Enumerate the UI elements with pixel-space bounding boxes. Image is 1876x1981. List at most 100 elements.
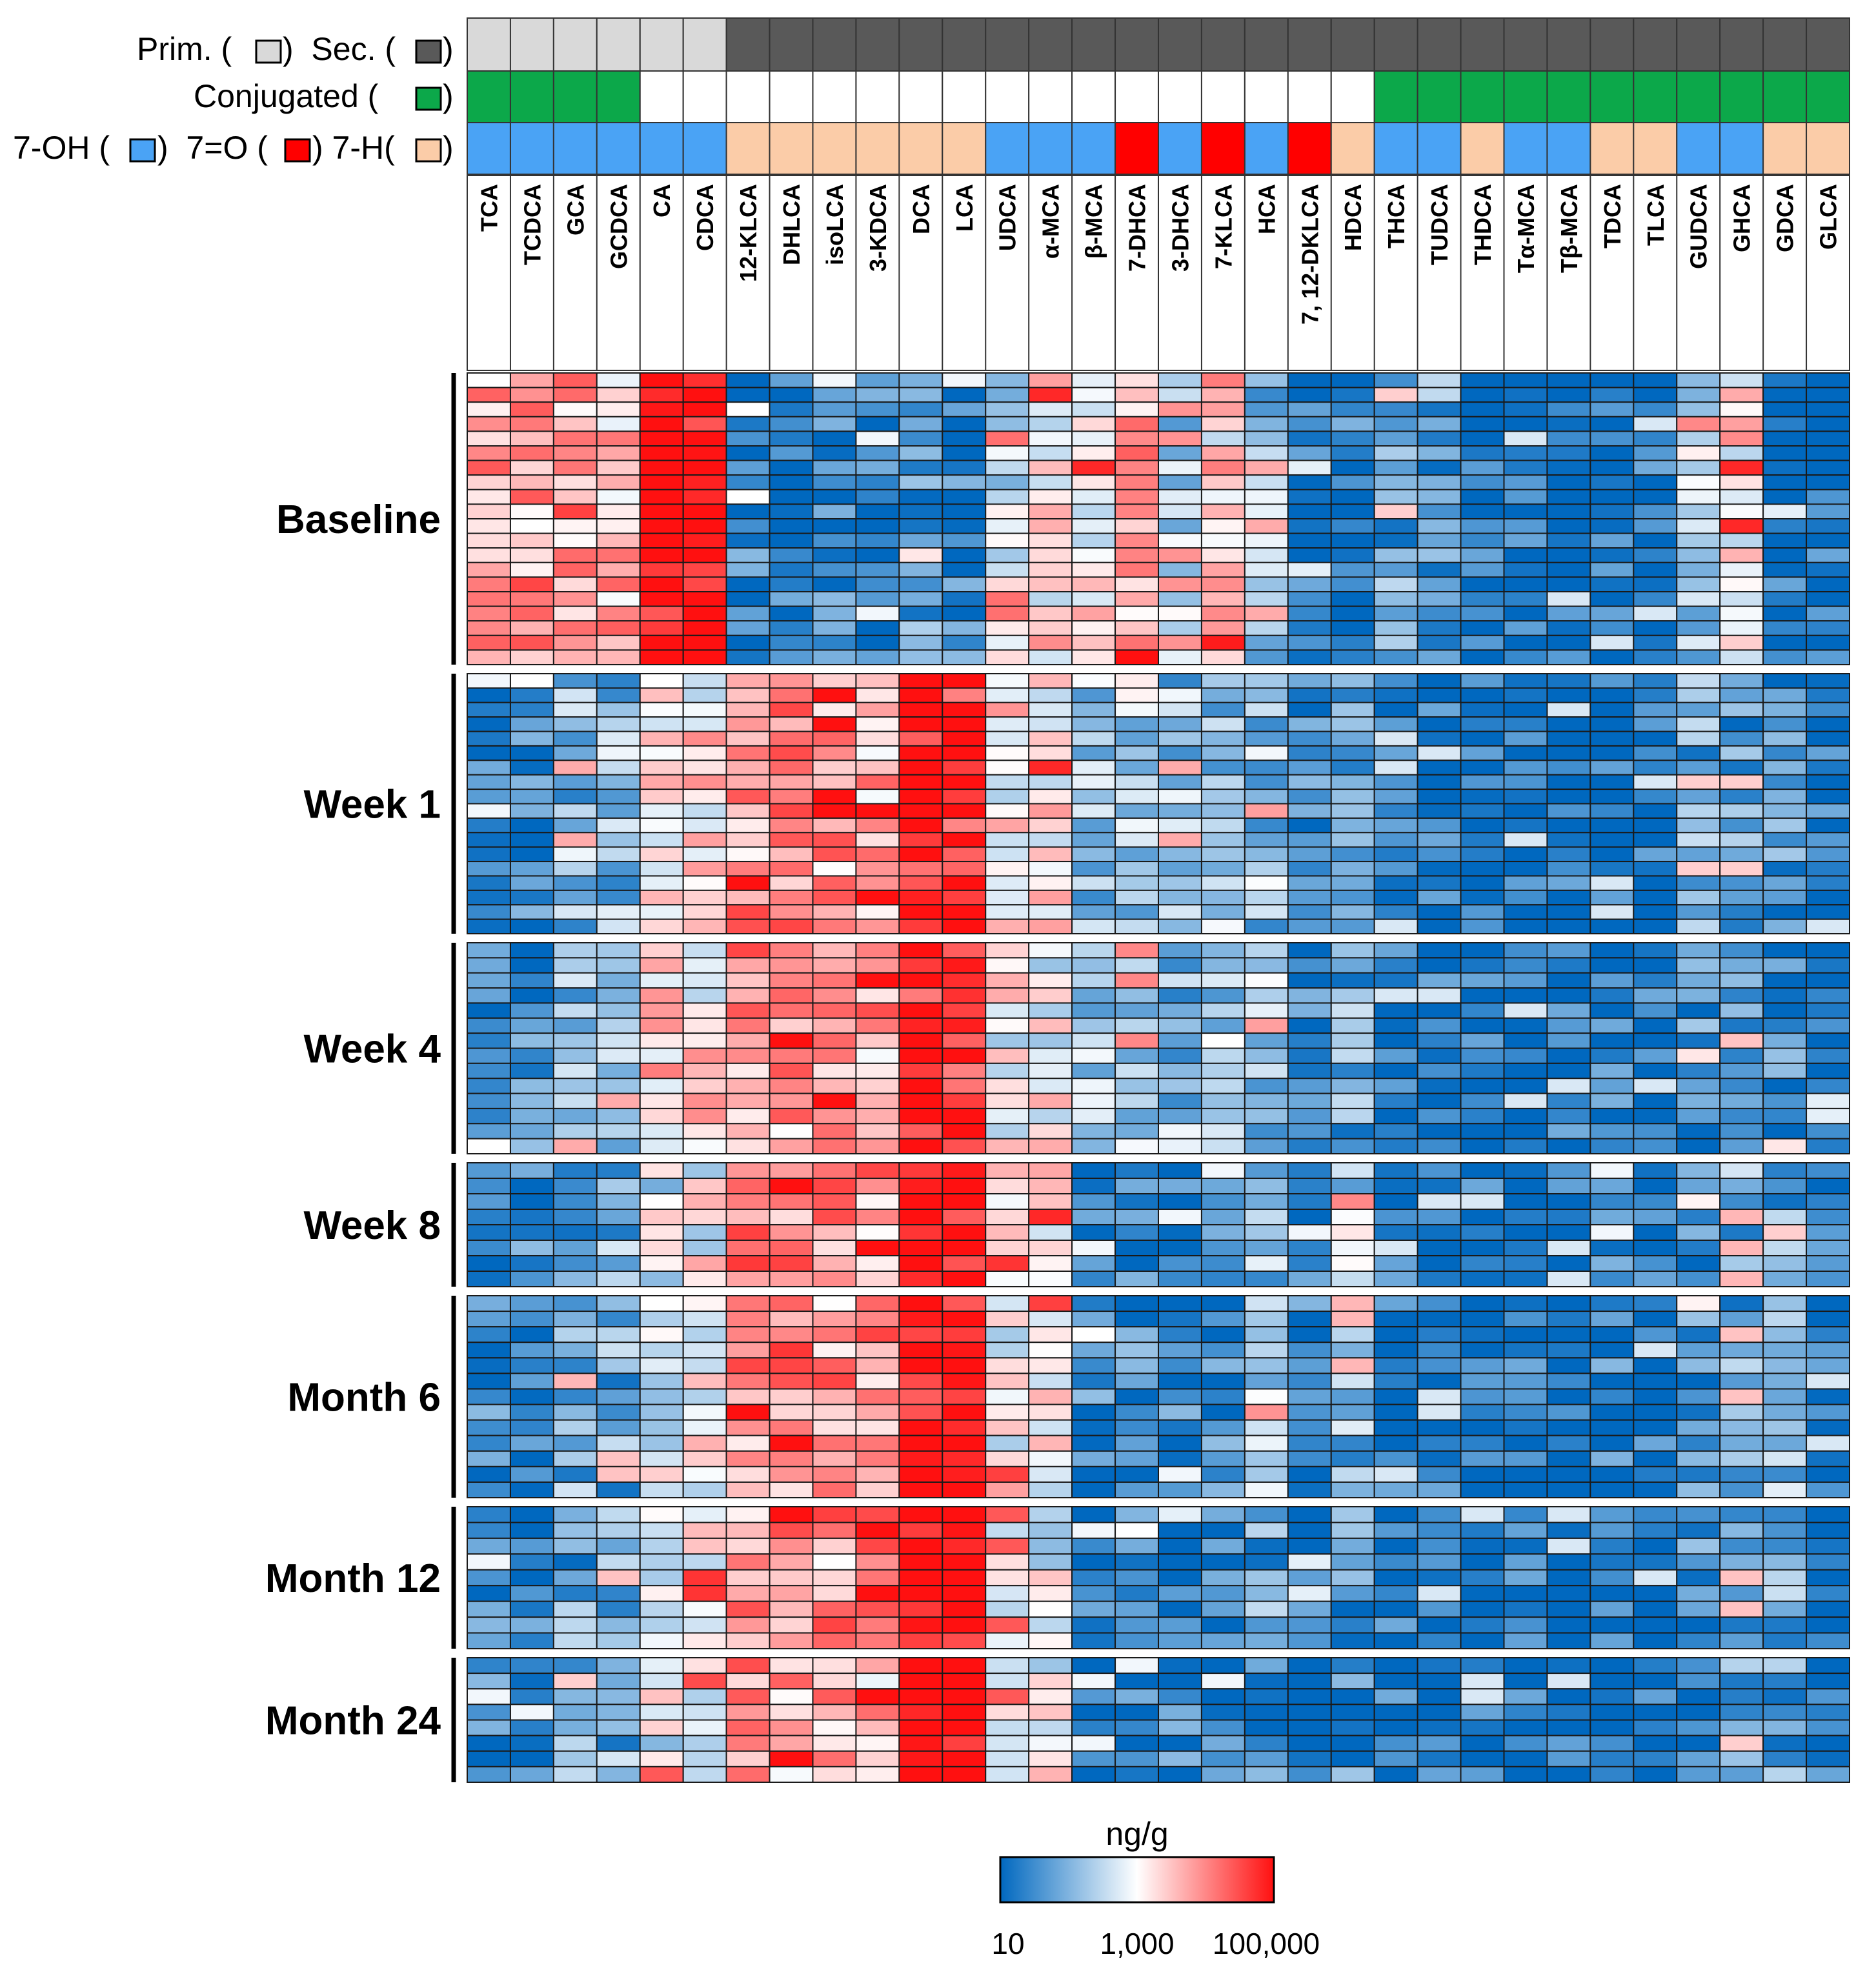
- heatmap-cell: [1806, 1506, 1850, 1523]
- heatmap-cell: [552, 1123, 598, 1140]
- heatmap-cell: [1719, 1295, 1764, 1312]
- heatmap-cell: [1546, 1719, 1591, 1736]
- heatmap-cell: [1503, 846, 1548, 863]
- heatmap-cell: [725, 759, 771, 776]
- heatmap-cell: [1503, 1735, 1548, 1752]
- heatmap-cell: [639, 942, 684, 959]
- heatmap-cell: [682, 1047, 727, 1064]
- heatmap-cell: [1071, 1295, 1116, 1312]
- heatmap-cell: [1719, 1017, 1764, 1034]
- heatmap-cell: [1806, 576, 1850, 593]
- heatmap-cell: [639, 1240, 684, 1256]
- heatmap-cell: [639, 591, 684, 607]
- heatmap-cell: [1762, 1271, 1808, 1287]
- heatmap-cell: [1762, 1522, 1808, 1539]
- heatmap-cell: [1115, 918, 1159, 934]
- heatmap-cell: [1762, 918, 1808, 934]
- heatmap-cell: [855, 673, 900, 689]
- heatmap-cell: [769, 987, 814, 1004]
- heatmap-cell: [1373, 1750, 1418, 1767]
- heatmap-cell: [1158, 1688, 1202, 1705]
- heatmap-cell: [682, 789, 727, 805]
- heatmap-cell: [1417, 745, 1462, 761]
- heatmap-cell: [1719, 1357, 1764, 1374]
- heatmap-cell: [855, 401, 900, 417]
- heatmap-cell: [1460, 861, 1505, 877]
- heatmap-cell: [725, 1481, 771, 1499]
- heatmap-cell: [985, 649, 1030, 666]
- heatmap-cell: [1417, 503, 1462, 520]
- heatmap-cell: [1373, 518, 1418, 534]
- heatmap-cell: [1633, 687, 1678, 703]
- heatmap-cell: [1762, 445, 1808, 461]
- heatmap-cell: [1028, 547, 1073, 563]
- heatmap-cell: [1460, 687, 1505, 703]
- heatmap-cell: [1028, 1673, 1073, 1690]
- heatmap-cell: [1546, 1240, 1591, 1256]
- heatmap-cell: [1676, 387, 1721, 403]
- heatmap-cell: [1633, 817, 1678, 834]
- group-label: Month 12: [265, 1556, 441, 1601]
- heatmap-cell: [1719, 1240, 1764, 1256]
- heatmap-cell: [1589, 1092, 1635, 1109]
- heatmap-cell: [942, 1123, 987, 1140]
- heatmap-cell: [509, 789, 554, 805]
- heatmap-cell: [552, 1688, 598, 1705]
- heatmap-cell: [552, 591, 598, 607]
- heatmap-cell: [639, 1632, 684, 1650]
- heatmap-cell: [898, 1047, 943, 1064]
- heatmap-cell: [1503, 1224, 1548, 1241]
- heatmap-cell: [1028, 474, 1073, 490]
- heatmap-cell: [855, 1078, 900, 1094]
- heatmap-cell: [855, 532, 900, 549]
- heatmap-cell: [855, 1123, 900, 1140]
- heatmap-cell: [942, 1750, 987, 1767]
- heatmap-cell: [682, 1388, 727, 1405]
- heatmap-cell: [1028, 1750, 1073, 1767]
- heatmap-cell: [898, 1002, 943, 1019]
- ann-position7-cell: [1071, 122, 1116, 175]
- heatmap-cell: [1503, 1522, 1548, 1539]
- heatmap-cell: [1028, 1209, 1073, 1225]
- heatmap-cell: [1503, 488, 1548, 505]
- heatmap-cell: [985, 1632, 1030, 1650]
- heatmap-cell: [1115, 1673, 1159, 1690]
- heatmap-cell: [639, 576, 684, 593]
- heatmap-cell: [1158, 1373, 1202, 1390]
- heatmap-cell: [1719, 503, 1764, 520]
- heatmap-cell: [1546, 1123, 1591, 1140]
- heatmap-cell: [1762, 1326, 1808, 1343]
- heatmap-cell: [1200, 1311, 1246, 1328]
- heatmap-cell: [1158, 547, 1202, 563]
- heatmap-cell: [467, 1224, 511, 1241]
- heatmap-cell: [812, 518, 857, 534]
- heatmap-cell: [1417, 1673, 1462, 1690]
- heatmap-cell: [1244, 1632, 1289, 1650]
- heatmap-cell: [639, 401, 684, 417]
- heatmap-cell: [1373, 1419, 1418, 1436]
- heatmap-cell: [1719, 832, 1764, 848]
- heatmap-cell: [509, 1002, 554, 1019]
- heatmap-cell: [812, 1657, 857, 1674]
- heatmap-cell: [898, 1553, 943, 1571]
- heatmap-cell: [1071, 591, 1116, 607]
- heatmap-cell: [1330, 701, 1375, 718]
- heatmap-cell: [1589, 1750, 1635, 1767]
- heatmap-cell: [1373, 547, 1418, 563]
- heatmap-cell: [1762, 1434, 1808, 1452]
- heatmap-cell: [769, 817, 814, 834]
- heatmap-cell: [596, 1388, 641, 1405]
- heatmap-cell: [1806, 1522, 1850, 1539]
- heatmap-cell: [725, 875, 771, 891]
- heatmap-cell: [467, 789, 511, 805]
- column-label: 7, 12-DKLCA: [1296, 184, 1323, 325]
- heatmap-cell: [1546, 1419, 1591, 1436]
- heatmap-cell: [1158, 1209, 1202, 1225]
- group-label: Week 8: [303, 1203, 441, 1248]
- heatmap-cell: [1071, 561, 1116, 578]
- heatmap-cell: [1200, 1092, 1246, 1109]
- heatmap-cell: [1417, 1240, 1462, 1256]
- heatmap-cell: [1071, 1240, 1116, 1256]
- heatmap-cell: [1589, 1255, 1635, 1272]
- heatmap-cell: [942, 1465, 987, 1483]
